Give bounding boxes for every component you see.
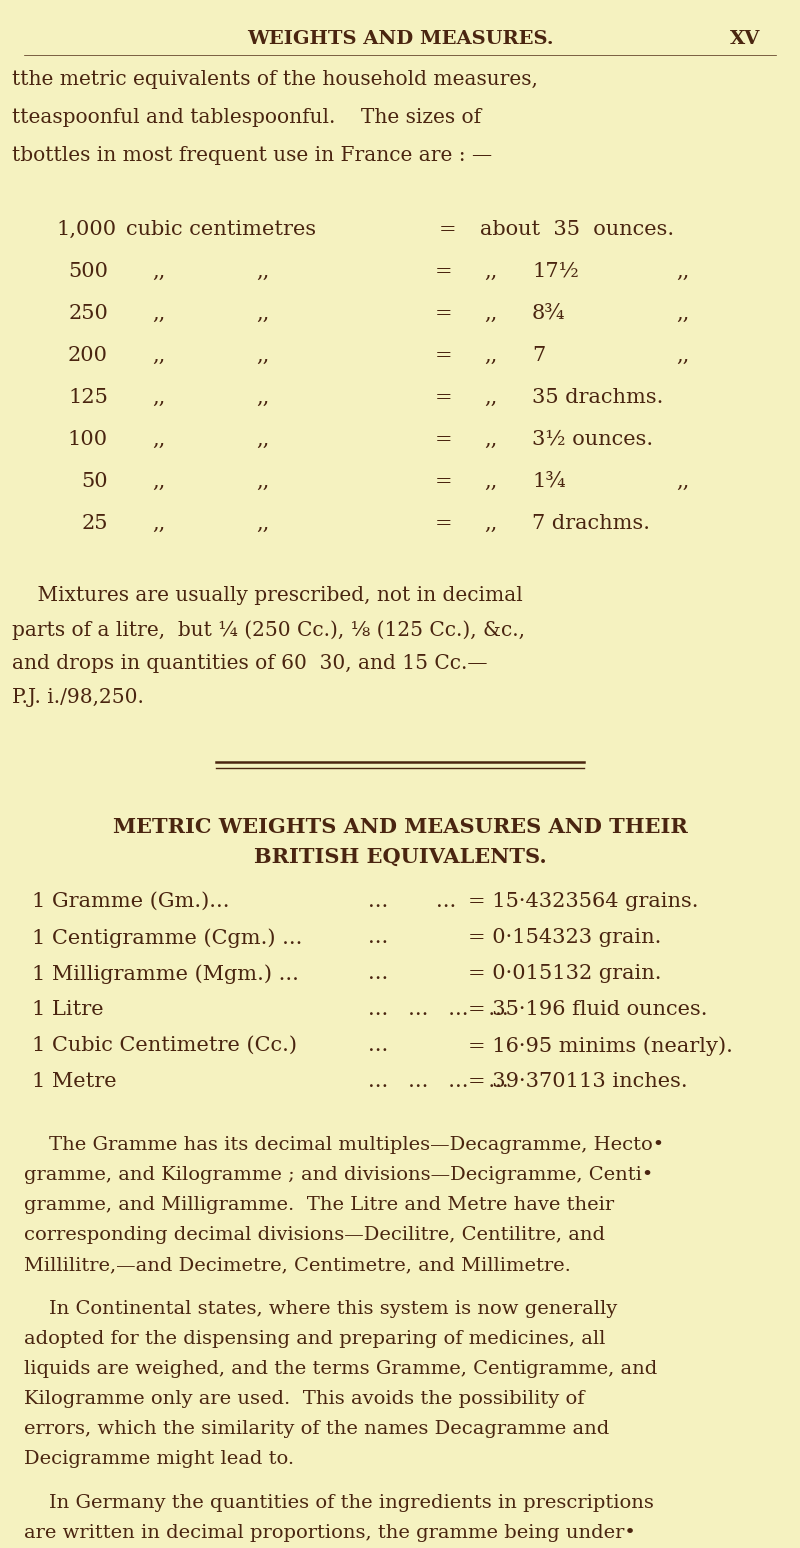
- Text: 1 Metre: 1 Metre: [32, 1073, 117, 1091]
- Text: =: =: [435, 430, 453, 449]
- Text: corresponding decimal divisions—Decilitre, Centilitre, and: corresponding decimal divisions—Decilitr…: [24, 1226, 605, 1245]
- Text: Kilogramme only are used.  This avoids the possibility of: Kilogramme only are used. This avoids th…: [24, 1390, 585, 1409]
- Text: ,,: ,,: [256, 262, 270, 282]
- Text: 1 Gramme (Gm.)...: 1 Gramme (Gm.)...: [32, 892, 230, 912]
- Text: Decigramme might lead to.: Decigramme might lead to.: [24, 1450, 294, 1468]
- Text: ,,: ,,: [484, 430, 498, 449]
- Text: =: =: [435, 347, 453, 365]
- Text: ,,: ,,: [676, 303, 690, 324]
- Text: P.J. i./98,250.: P.J. i./98,250.: [12, 687, 144, 707]
- Text: ,,: ,,: [152, 472, 166, 491]
- Text: 1¾: 1¾: [532, 472, 566, 491]
- Text: liquids are weighed, and the terms Gramme, Centigramme, and: liquids are weighed, and the terms Gramm…: [24, 1361, 658, 1378]
- Text: parts of a litre,  but ¼ (250 Cc.), ⅛ (125 Cc.), &c.,: parts of a litre, but ¼ (250 Cc.), ⅛ (12…: [12, 621, 525, 639]
- Text: 7 drachms.: 7 drachms.: [532, 514, 650, 533]
- Text: ,,: ,,: [152, 430, 166, 449]
- Text: 500: 500: [68, 262, 108, 282]
- Text: In Germany the quantities of the ingredients in prescriptions: In Germany the quantities of the ingredi…: [24, 1494, 654, 1512]
- Text: Millilitre,—and Decimetre, Centimetre, and Millimetre.: Millilitre,—and Decimetre, Centimetre, a…: [24, 1255, 571, 1274]
- Text: ,,: ,,: [152, 514, 166, 533]
- Text: ,,: ,,: [484, 303, 498, 324]
- Text: gramme, and Milligramme.  The Litre and Metre have their: gramme, and Milligramme. The Litre and M…: [24, 1197, 614, 1214]
- Text: ,,: ,,: [152, 303, 166, 324]
- Text: ...: ...: [368, 927, 388, 947]
- Text: ...   ...   ...   ...: ... ... ... ...: [368, 1000, 509, 1019]
- Text: 1 Centigramme (Cgm.) ...: 1 Centigramme (Cgm.) ...: [32, 927, 302, 947]
- Text: ...   ...   ...   ...: ... ... ... ...: [368, 1073, 509, 1091]
- Text: 1,000: 1,000: [56, 220, 116, 238]
- Text: cubic centimetres: cubic centimetres: [126, 220, 316, 238]
- Text: ,,: ,,: [256, 303, 270, 324]
- Text: 125: 125: [68, 389, 108, 407]
- Text: ...: ...: [436, 892, 456, 912]
- Text: 1 Cubic Centimetre (Cc.): 1 Cubic Centimetre (Cc.): [32, 1036, 297, 1056]
- Text: 3½ ounces.: 3½ ounces.: [532, 430, 653, 449]
- Text: 250: 250: [68, 303, 108, 324]
- Text: =: =: [435, 514, 453, 533]
- Text: XV: XV: [730, 29, 760, 48]
- Text: ...: ...: [368, 964, 388, 983]
- Text: are written in decimal proportions, the gramme being under•: are written in decimal proportions, the …: [24, 1523, 636, 1542]
- Text: ,,: ,,: [484, 389, 498, 407]
- Text: 200: 200: [68, 347, 108, 365]
- Text: In Continental states, where this system is now generally: In Continental states, where this system…: [24, 1300, 618, 1317]
- Text: ,,: ,,: [152, 389, 166, 407]
- Text: = 15·4323564 grains.: = 15·4323564 grains.: [468, 892, 698, 912]
- Text: =: =: [435, 262, 453, 282]
- Text: The Gramme has its decimal multiples—Decagramme, Hecto•: The Gramme has its decimal multiples—Dec…: [24, 1136, 664, 1153]
- Text: BRITISH EQUIVALENTS.: BRITISH EQUIVALENTS.: [254, 847, 546, 867]
- Text: 17½: 17½: [532, 262, 579, 282]
- Text: ,,: ,,: [256, 389, 270, 407]
- Text: ,,: ,,: [676, 472, 690, 491]
- Text: = 0·015132 grain.: = 0·015132 grain.: [468, 964, 662, 983]
- Text: ,,: ,,: [484, 472, 498, 491]
- Text: 35 drachms.: 35 drachms.: [532, 389, 663, 407]
- Text: =: =: [435, 389, 453, 407]
- Text: ,,: ,,: [676, 347, 690, 365]
- Text: tthe metric equivalents of the household measures,: tthe metric equivalents of the household…: [12, 70, 538, 88]
- Text: = 0·154323 grain.: = 0·154323 grain.: [468, 927, 662, 947]
- Text: 50: 50: [82, 472, 108, 491]
- Text: = 35·196 fluid ounces.: = 35·196 fluid ounces.: [468, 1000, 707, 1019]
- Text: ,,: ,,: [256, 347, 270, 365]
- Text: ,,: ,,: [256, 514, 270, 533]
- Text: WEIGHTS AND MEASURES.: WEIGHTS AND MEASURES.: [246, 29, 554, 48]
- Text: tteaspoonful and tablespoonful.    The sizes of: tteaspoonful and tablespoonful. The size…: [12, 108, 481, 127]
- Text: =: =: [439, 220, 457, 238]
- Text: 7: 7: [532, 347, 546, 365]
- Text: =: =: [435, 472, 453, 491]
- Text: 1 Milligramme (Mgm.) ...: 1 Milligramme (Mgm.) ...: [32, 964, 299, 983]
- Text: =: =: [435, 303, 453, 324]
- Text: 100: 100: [68, 430, 108, 449]
- Text: ,,: ,,: [152, 262, 166, 282]
- Text: and drops in quantities of 60  30, and 15 Cc.—: and drops in quantities of 60 30, and 15…: [12, 653, 487, 673]
- Text: 25: 25: [82, 514, 108, 533]
- Text: ...: ...: [368, 1036, 388, 1056]
- Text: ,,: ,,: [256, 430, 270, 449]
- Text: Mixtures are usually prescribed, not in decimal: Mixtures are usually prescribed, not in …: [12, 587, 522, 605]
- Text: ...: ...: [368, 892, 388, 912]
- Text: adopted for the dispensing and preparing of medicines, all: adopted for the dispensing and preparing…: [24, 1330, 606, 1348]
- Text: gramme, and Kilogramme ; and divisions—Decigramme, Centi•: gramme, and Kilogramme ; and divisions—D…: [24, 1166, 654, 1184]
- Text: ,,: ,,: [484, 347, 498, 365]
- Text: = 16·95 minims (nearly).: = 16·95 minims (nearly).: [468, 1036, 733, 1056]
- Text: 1 Litre: 1 Litre: [32, 1000, 104, 1019]
- Text: METRIC WEIGHTS AND MEASURES AND THEIR: METRIC WEIGHTS AND MEASURES AND THEIR: [113, 817, 687, 837]
- Text: about  35  ounces.: about 35 ounces.: [480, 220, 674, 238]
- Text: ,,: ,,: [484, 514, 498, 533]
- Text: tbottles in most frequent use in France are : —: tbottles in most frequent use in France …: [12, 146, 492, 166]
- Text: errors, which the similarity of the names Decagramme and: errors, which the similarity of the name…: [24, 1420, 610, 1438]
- Text: = 39·370113 inches.: = 39·370113 inches.: [468, 1073, 688, 1091]
- Text: ,,: ,,: [256, 472, 270, 491]
- Text: ,,: ,,: [484, 262, 498, 282]
- Text: 8¾: 8¾: [532, 303, 566, 324]
- Text: ,,: ,,: [676, 262, 690, 282]
- Text: ,,: ,,: [152, 347, 166, 365]
